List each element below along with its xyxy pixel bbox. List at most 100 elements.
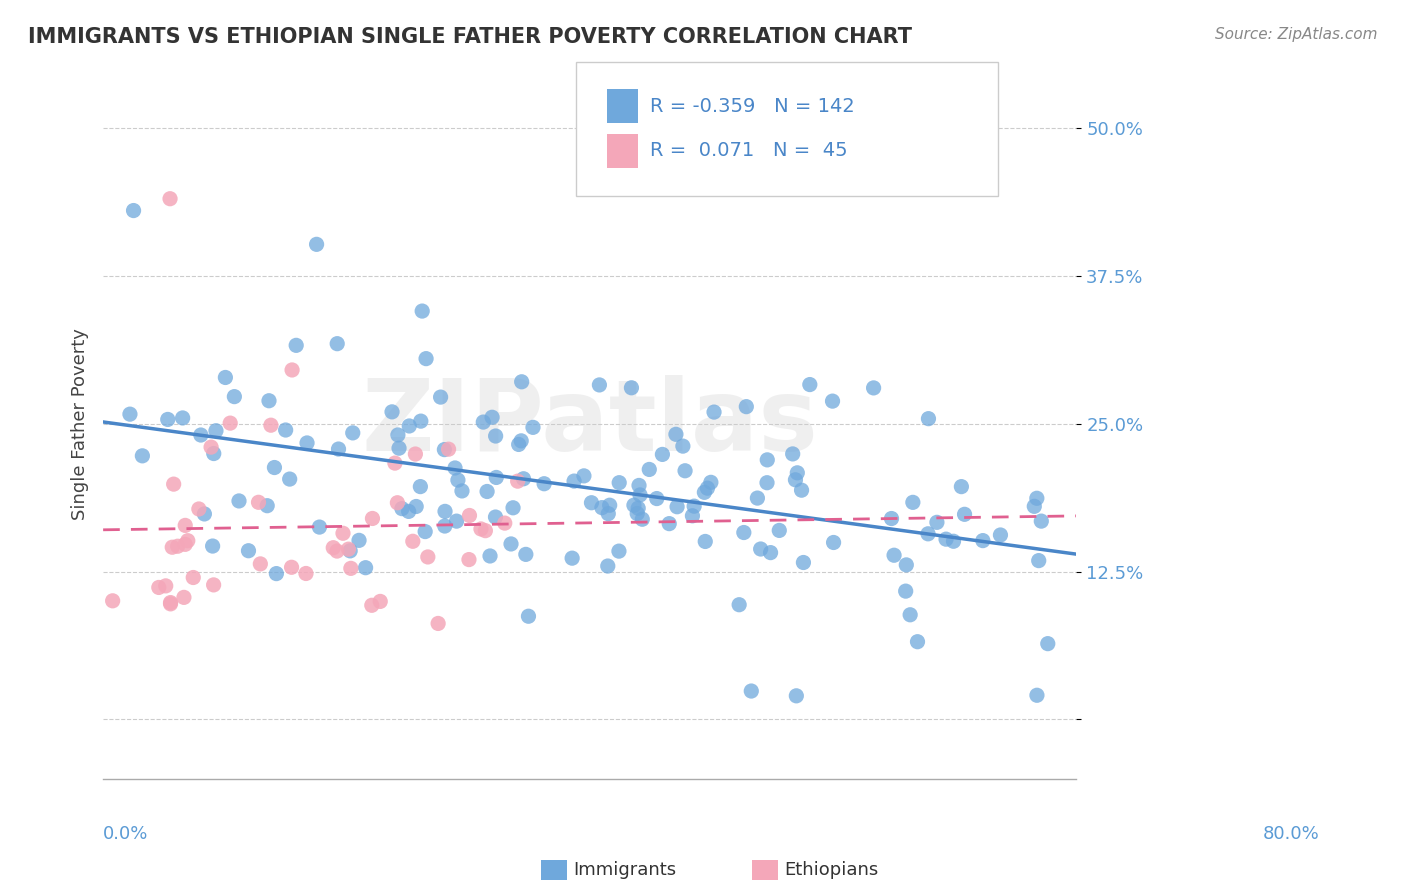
- Point: [768, 524, 790, 538]
- Point: [581, 496, 603, 510]
- Point: [481, 410, 503, 425]
- Point: [339, 544, 361, 558]
- Point: [257, 393, 280, 408]
- Point: [479, 549, 502, 563]
- Point: [607, 475, 630, 490]
- Point: [347, 533, 370, 548]
- Point: [326, 544, 349, 558]
- Point: [360, 599, 382, 613]
- Point: [337, 542, 360, 557]
- Point: [638, 462, 661, 476]
- Point: [756, 475, 779, 490]
- Point: [381, 405, 404, 419]
- Text: Immigrants: Immigrants: [574, 861, 676, 879]
- Text: IMMIGRANTS VS ETHIOPIAN SINGLE FATHER POVERTY CORRELATION CHART: IMMIGRANTS VS ETHIOPIAN SINGLE FATHER PO…: [28, 27, 912, 46]
- Point: [305, 237, 328, 252]
- Point: [883, 548, 905, 562]
- Point: [620, 381, 643, 395]
- Text: Ethiopians: Ethiopians: [785, 861, 879, 879]
- Point: [510, 434, 533, 448]
- Point: [368, 594, 391, 608]
- Point: [658, 516, 681, 531]
- Point: [238, 543, 260, 558]
- Point: [202, 578, 225, 592]
- Point: [588, 378, 610, 392]
- Point: [433, 519, 456, 533]
- Point: [326, 336, 349, 351]
- Point: [332, 526, 354, 541]
- Point: [354, 560, 377, 574]
- Point: [166, 539, 188, 553]
- Point: [427, 616, 450, 631]
- Point: [484, 510, 506, 524]
- Point: [190, 428, 212, 442]
- Point: [499, 537, 522, 551]
- Point: [792, 556, 814, 570]
- Point: [901, 495, 924, 509]
- Point: [458, 552, 481, 566]
- Point: [821, 394, 844, 409]
- Point: [193, 507, 215, 521]
- Point: [591, 500, 613, 515]
- Point: [274, 423, 297, 437]
- Point: [398, 504, 420, 518]
- Point: [935, 532, 957, 546]
- Point: [1025, 491, 1047, 506]
- Point: [266, 566, 288, 581]
- Point: [628, 488, 651, 502]
- Point: [681, 508, 703, 523]
- Point: [506, 474, 529, 488]
- Point: [202, 446, 225, 460]
- Point: [200, 440, 222, 454]
- Point: [683, 499, 706, 513]
- Text: 0.0%: 0.0%: [103, 825, 149, 843]
- Point: [281, 363, 304, 377]
- Point: [607, 544, 630, 558]
- Point: [361, 511, 384, 525]
- Point: [517, 609, 540, 624]
- Point: [447, 473, 470, 487]
- Point: [260, 418, 283, 433]
- Point: [733, 525, 755, 540]
- Point: [599, 498, 621, 512]
- Point: [387, 496, 409, 510]
- Point: [510, 375, 533, 389]
- Point: [942, 534, 965, 549]
- Point: [972, 533, 994, 548]
- Point: [472, 415, 495, 429]
- Point: [512, 472, 534, 486]
- Point: [1026, 688, 1049, 702]
- Point: [907, 634, 929, 648]
- Point: [665, 427, 688, 442]
- Point: [561, 551, 583, 566]
- Point: [898, 607, 921, 622]
- Point: [405, 500, 427, 514]
- Y-axis label: Single Father Poverty: Single Father Poverty: [72, 327, 89, 519]
- Point: [474, 524, 496, 538]
- Point: [263, 460, 285, 475]
- Point: [880, 511, 903, 525]
- Point: [398, 419, 420, 434]
- Point: [666, 500, 689, 514]
- Point: [187, 502, 209, 516]
- Point: [703, 405, 725, 419]
- Point: [894, 584, 917, 599]
- Point: [174, 518, 197, 533]
- Point: [485, 429, 508, 443]
- Point: [384, 456, 406, 470]
- Point: [416, 549, 439, 564]
- Point: [470, 522, 492, 536]
- Point: [413, 524, 436, 539]
- Point: [322, 541, 344, 555]
- Point: [502, 500, 524, 515]
- Point: [1031, 514, 1053, 528]
- Point: [295, 566, 318, 581]
- Point: [651, 447, 673, 461]
- Point: [451, 483, 474, 498]
- Point: [437, 442, 460, 457]
- Point: [278, 472, 301, 486]
- Point: [404, 447, 426, 461]
- Point: [917, 411, 939, 425]
- Point: [256, 499, 278, 513]
- Point: [700, 475, 723, 490]
